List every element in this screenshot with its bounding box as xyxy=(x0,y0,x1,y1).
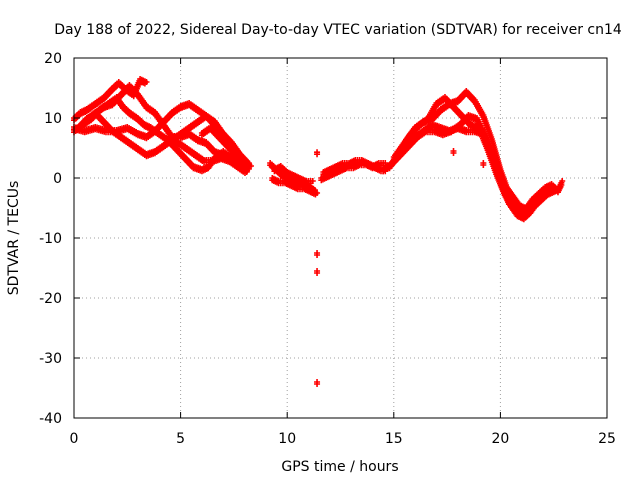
x-tick-label: 25 xyxy=(598,431,616,447)
data-point xyxy=(247,163,254,169)
x-tick-labels: 0 5 10 15 20 25 xyxy=(70,431,616,447)
y-axis-label: SDTVAR / TECUs xyxy=(6,181,22,296)
y-tick-label: 20 xyxy=(44,51,62,67)
chart-title: Day 188 of 2022, Sidereal Day-to-day VTE… xyxy=(54,22,622,38)
y-tick-label: -30 xyxy=(39,351,62,367)
data-point xyxy=(450,150,457,156)
data-point xyxy=(544,190,551,197)
y-tick-labels: -40 -30 -20 -10 0 10 20 xyxy=(39,51,62,427)
y-tick-label: -40 xyxy=(39,411,62,427)
x-tick-label: 15 xyxy=(385,431,403,447)
data-point xyxy=(480,130,487,136)
tick-marks xyxy=(73,57,608,419)
data-point xyxy=(314,252,321,258)
data-points xyxy=(71,76,566,387)
data-point xyxy=(559,178,566,184)
x-axis-label: GPS time / hours xyxy=(281,459,398,475)
x-tick-label: 20 xyxy=(491,431,509,447)
data-point xyxy=(314,270,321,276)
data-point xyxy=(143,79,150,85)
y-tick-label: 0 xyxy=(53,171,62,187)
x-tick-label: 5 xyxy=(176,431,185,447)
data-point xyxy=(314,190,321,196)
x-tick-label: 0 xyxy=(70,431,79,447)
grid-lines xyxy=(74,58,607,418)
data-point xyxy=(309,178,316,184)
data-point xyxy=(480,162,487,168)
x-tick-label: 10 xyxy=(278,431,296,447)
y-tick-label: -10 xyxy=(39,231,62,247)
data-point xyxy=(314,151,321,158)
data-point xyxy=(243,169,250,175)
data-point xyxy=(558,182,565,188)
y-tick-label: -20 xyxy=(39,291,62,307)
y-tick-label: 10 xyxy=(44,111,62,127)
data-point xyxy=(314,381,321,387)
